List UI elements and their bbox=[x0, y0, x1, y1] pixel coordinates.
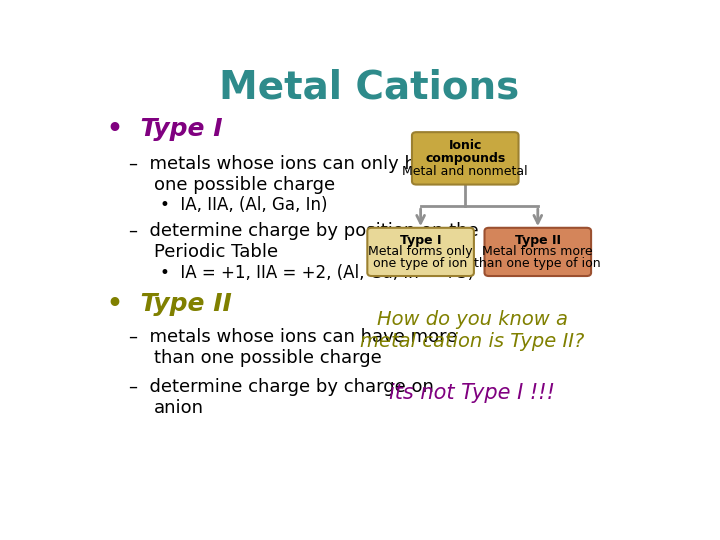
Text: compounds: compounds bbox=[425, 152, 505, 165]
Text: than one type of ion: than one type of ion bbox=[474, 257, 601, 271]
Text: than one possible charge: than one possible charge bbox=[154, 349, 382, 367]
FancyBboxPatch shape bbox=[367, 228, 474, 276]
Text: one type of ion: one type of ion bbox=[374, 257, 468, 271]
Text: •  Type II: • Type II bbox=[107, 292, 232, 316]
Text: anion: anion bbox=[154, 399, 204, 417]
Text: Type I: Type I bbox=[400, 233, 441, 247]
Text: •  IA, IIA, (Al, Ga, In): • IA, IIA, (Al, Ga, In) bbox=[160, 197, 328, 214]
Text: one possible charge: one possible charge bbox=[154, 176, 336, 193]
Text: Periodic Table: Periodic Table bbox=[154, 243, 279, 261]
Text: •  Type I: • Type I bbox=[107, 117, 222, 141]
Text: Ionic: Ionic bbox=[449, 139, 482, 152]
Text: its not Type I !!!: its not Type I !!! bbox=[390, 383, 555, 403]
Text: Type II: Type II bbox=[515, 233, 561, 247]
Text: Metal forms only: Metal forms only bbox=[369, 245, 473, 259]
Text: Metal and nonmetal: Metal and nonmetal bbox=[402, 165, 528, 178]
Text: Metal forms more: Metal forms more bbox=[482, 245, 593, 259]
Text: –  metals whose ions can only have: – metals whose ions can only have bbox=[129, 155, 449, 173]
Text: •  IA = +1, IIA = +2, (Al, Ga, In = +3): • IA = +1, IIA = +2, (Al, Ga, In = +3) bbox=[160, 264, 474, 282]
Text: How do you know a
metal cation is Type II?: How do you know a metal cation is Type I… bbox=[360, 310, 585, 352]
FancyBboxPatch shape bbox=[485, 228, 591, 276]
Text: Metal Cations: Metal Cations bbox=[219, 69, 519, 107]
Text: –  determine charge by charge on: – determine charge by charge on bbox=[129, 378, 434, 396]
Text: –  metals whose ions can have more: – metals whose ions can have more bbox=[129, 328, 457, 346]
FancyBboxPatch shape bbox=[412, 132, 518, 185]
Text: –  determine charge by position on the: – determine charge by position on the bbox=[129, 222, 479, 240]
